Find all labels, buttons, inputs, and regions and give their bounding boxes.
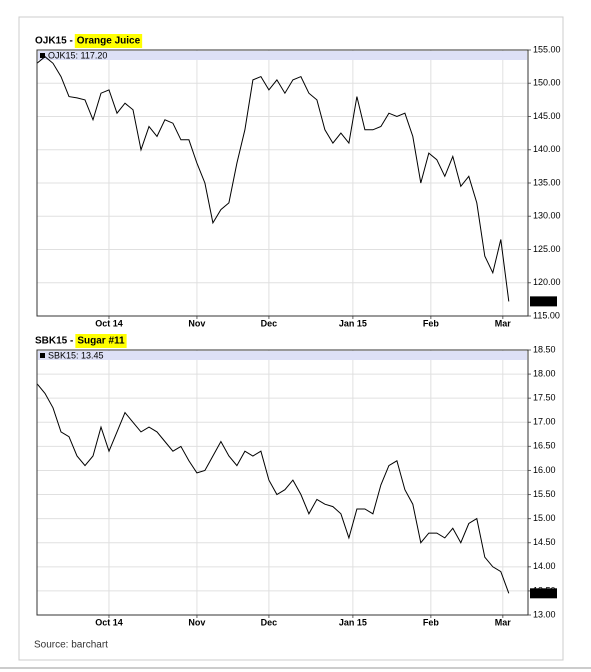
y-tick-label: 130.00 <box>533 211 561 221</box>
x-tick-label: Nov <box>188 318 205 328</box>
x-tick-label: Jan 15 <box>339 318 367 328</box>
last-value-box <box>530 296 557 307</box>
legend-band <box>38 51 527 60</box>
y-tick-label: 16.50 <box>533 441 556 451</box>
y-tick-label: 15.00 <box>533 513 556 523</box>
y-tick-label: 155.00 <box>533 44 561 54</box>
x-tick-label: Oct 14 <box>95 617 123 627</box>
x-tick-label: Jan 15 <box>339 617 367 627</box>
y-tick-label: 120.00 <box>533 277 561 287</box>
chart-symbol: SBK15 - <box>35 336 73 347</box>
plot-area <box>37 350 528 615</box>
plot-border <box>36 49 529 317</box>
y-tick-label: 15.50 <box>533 489 556 499</box>
y-tick-label: 13.00 <box>533 609 556 619</box>
legend-label: OJK15: 117.20 <box>48 50 107 60</box>
last-value-label: 117.20 <box>530 296 557 306</box>
source: Source: barchart <box>34 640 108 651</box>
x-tick-label: Feb <box>423 617 440 627</box>
x-tick-label: Feb <box>423 318 440 328</box>
x-tick-label: Dec <box>261 617 278 627</box>
last-value-label: 13.45 <box>532 588 555 598</box>
y-tick-label: 115.00 <box>533 310 560 320</box>
legend-band <box>38 351 527 360</box>
y-tick-label: 17.00 <box>533 417 556 427</box>
title-highlight <box>75 334 127 348</box>
y-tick-label: 16.00 <box>533 465 556 475</box>
chart-title: Sugar #11 <box>77 336 125 347</box>
last-value-box <box>530 588 557 599</box>
y-tick-label: 18.50 <box>533 344 556 354</box>
legend-swatch <box>40 353 45 358</box>
price-line <box>36 383 510 594</box>
title-highlight <box>74 34 143 48</box>
x-tick-label: Nov <box>188 617 205 627</box>
y-tick-label: 145.00 <box>533 111 561 121</box>
chart-title: Orange Juice <box>77 36 141 47</box>
y-tick-label: 17.50 <box>533 393 556 403</box>
x-tick-label: Mar <box>495 617 512 627</box>
y-tick-label: 14.50 <box>533 537 556 547</box>
y-tick-label: 14.00 <box>533 561 556 571</box>
y-tick-label: 135.00 <box>533 177 561 187</box>
x-tick-label: Oct 14 <box>95 318 123 328</box>
y-tick-label: 125.00 <box>533 244 561 254</box>
y-tick-label: 18.00 <box>533 368 556 378</box>
chart-symbol: OJK15 - <box>35 36 73 47</box>
legend-label: SBK15: 13.45 <box>48 350 104 360</box>
plot-border <box>36 349 529 616</box>
price-line <box>36 56 510 302</box>
x-tick-label: Mar <box>495 318 512 328</box>
x-tick-label: Dec <box>261 318 278 328</box>
y-tick-label: 140.00 <box>533 144 561 154</box>
y-tick-label: 150.00 <box>533 78 561 88</box>
legend-swatch <box>40 53 45 58</box>
